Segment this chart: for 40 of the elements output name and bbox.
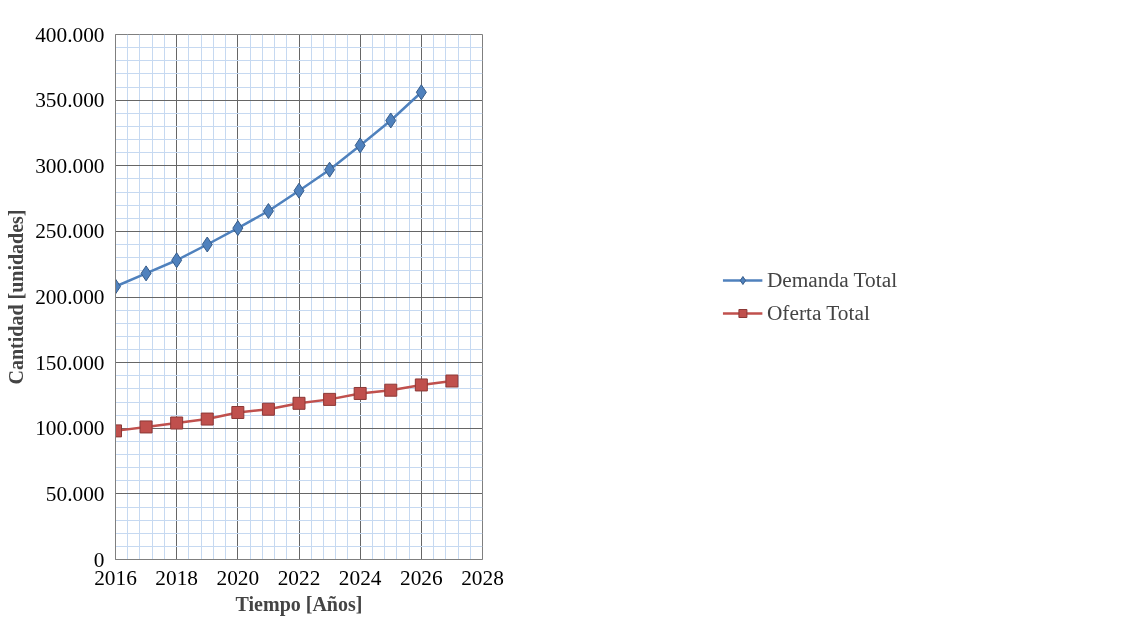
y-axis-title: Cantidad [unidades] (5, 209, 28, 385)
y-tick-label: 300.000 (35, 153, 105, 178)
point (170, 416, 184, 430)
y-tick-label: 400.000 (35, 22, 105, 47)
point (261, 402, 275, 416)
point (262, 203, 274, 220)
point (323, 392, 337, 406)
point (232, 220, 244, 237)
point (353, 386, 367, 400)
point (354, 137, 366, 154)
point (139, 420, 153, 434)
y-tick-label: 350.000 (35, 88, 105, 113)
point (384, 383, 398, 397)
point (140, 265, 152, 282)
point (324, 161, 336, 178)
x-tick-label: 2022 (277, 565, 321, 590)
x-tick-label: 2024 (338, 565, 382, 590)
point (292, 396, 306, 410)
x-tick-label: 2020 (216, 565, 260, 590)
x-axis-title: Tiempo [Años] (235, 592, 363, 616)
y-tick-label: 0 (93, 547, 105, 572)
point (201, 236, 213, 253)
point (231, 406, 245, 419)
point (415, 84, 427, 101)
y-tick-label: 250.000 (35, 219, 105, 244)
legend-label: Demanda Total (766, 267, 898, 293)
y-tick-label: 50.000 (45, 481, 105, 506)
point (414, 378, 428, 392)
y-tick-label: 150.000 (35, 350, 105, 375)
point (445, 374, 459, 388)
point (293, 182, 305, 199)
legend-label: Oferta Total (766, 300, 870, 326)
x-tick-label: 2026 (400, 565, 443, 590)
point (200, 412, 214, 426)
y-tick-label: 100.000 (35, 416, 105, 441)
x-tick-label: 2028 (461, 565, 504, 590)
point (385, 112, 397, 129)
y-tick-label: 200.000 (35, 285, 105, 309)
point (171, 252, 183, 269)
x-tick-label: 2018 (155, 565, 198, 590)
